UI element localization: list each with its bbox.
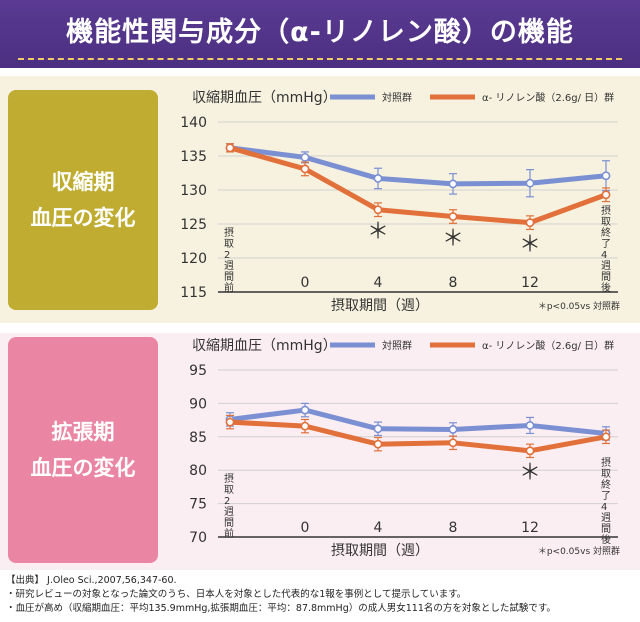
header-banner: 機能性関与成分（α-リノレン酸）の機能: [0, 0, 640, 68]
dia-data-point-treatment: [300, 421, 310, 431]
dia-xtick-label: 12: [521, 520, 539, 536]
dia-significance-note: ＊p<0.05vs 対照群: [538, 545, 620, 557]
sys-data-point-control: [448, 179, 458, 189]
dia-data-point-control: [525, 421, 535, 430]
systolic-label-line1: 収縮期: [51, 170, 115, 194]
sys-data-point-control: [601, 171, 611, 181]
sys-data-point-treatment: [225, 143, 235, 153]
sys-legend-control-label: 対照群: [382, 91, 412, 104]
page-title: 機能性関与成分（α-リノレン酸）の機能: [66, 17, 574, 48]
dia-data-point-treatment: [525, 446, 535, 456]
sys-significance-note: ＊p<0.05vs 対照群: [538, 300, 620, 312]
sys-xtick-label: 8: [449, 275, 458, 291]
sys-data-point-control: [300, 152, 310, 162]
sys-series-line-treatment: [229, 145, 607, 226]
sys-significance-asterisk: ＊: [442, 226, 464, 251]
sys-ytick-label: 135: [180, 149, 207, 165]
footer-note-1: ・研究レビューの対象となった論文のうち、日本人を対象とした代表的な1報を事例とし…: [6, 589, 467, 600]
diastolic-section: 拡張期 血圧の変化 70 75 80 85 90 95 収縮期血圧（mmHg） 対照群 α- リ…: [0, 333, 640, 570]
dia-data-point-control: [300, 405, 310, 415]
dia-start-label: 摂取 2 週間前: [224, 472, 234, 540]
dia-data-point-treatment: [448, 438, 458, 448]
diastolic-label-line1: 拡張期: [51, 420, 115, 444]
systolic-section: 収縮期 血圧の変化 115 120 125 130 135 140 収縮期血圧（mmHg）対…: [0, 76, 640, 323]
sys-end-label: 摂取終了 4 週間後: [601, 204, 611, 294]
sys-ytick-label: 120: [180, 251, 207, 267]
sys-x-axis-title: 摂取期間（週）: [331, 298, 429, 314]
sys-ytick-label: 115: [180, 285, 207, 301]
dia-ytick-label: 80: [189, 463, 207, 479]
sys-xtick-label: 4: [374, 275, 383, 291]
dia-data-point-control: [373, 424, 383, 434]
sys-ytick-label: 125: [180, 217, 207, 233]
dia-xtick-label: 0: [301, 520, 310, 536]
dia-data-point-treatment: [225, 417, 235, 427]
sys-ytick-label: 130: [180, 183, 207, 199]
dia-x-axis-title: 摂取期間（週）: [331, 543, 429, 559]
dia-data-point-treatment: [601, 432, 611, 442]
sys-series-line-control: [229, 145, 607, 187]
sys-data-point-treatment: [601, 190, 611, 200]
sys-data-point-control: [525, 178, 535, 188]
sys-significance-asterisk: ＊: [519, 232, 541, 257]
sys-xtick-label: 12: [521, 275, 539, 291]
sys-xtick-label: 0: [301, 275, 310, 291]
dia-significance-asterisk: ＊: [519, 461, 541, 486]
dia-xtick-label: 4: [374, 520, 383, 536]
footer-note-2: ・血圧が高め（収縮期血圧：平均135.9mmHg,拡張期血圧：平均：87.8mm…: [6, 603, 556, 614]
sys-data-point-treatment: [448, 212, 458, 221]
dia-y-axis-title: 収縮期血圧（mmHg）: [192, 338, 337, 354]
dia-ytick-label: 70: [189, 530, 207, 546]
dia-ytick-label: 85: [189, 430, 207, 446]
sys-data-point-treatment: [373, 205, 383, 215]
diastolic-label-line2: 血圧の変化: [30, 456, 136, 480]
sys-start-label: 摂取 2 週間前: [224, 226, 234, 294]
dia-legend-control-label: 対照群: [382, 339, 412, 352]
header-divider: [18, 58, 622, 60]
dia-legend-treatment-label: α- リノレン酸（2.6g/ 日）群: [482, 339, 614, 352]
dia-end-label: 摂取終了 4 週間後: [601, 456, 611, 546]
sys-y-axis-title: 収縮期血圧（mmHg）: [192, 90, 337, 106]
systolic-label-line2: 血圧の変化: [30, 206, 136, 230]
dia-ytick-label: 90: [189, 396, 207, 412]
sys-significance-asterisk: ＊: [367, 220, 389, 245]
footer-notes: 【出典】 J.Oleo Sci.,2007,56,347-60. ・研究レビュー…: [6, 574, 636, 616]
dia-ytick-label: 75: [189, 497, 207, 513]
diastolic-label-box: 拡張期 血圧の変化: [8, 337, 158, 563]
sys-data-point-treatment: [300, 164, 310, 174]
sys-data-point-treatment: [525, 218, 535, 228]
dia-series-line-treatment: [229, 419, 607, 454]
dia-xtick-label: 8: [449, 520, 458, 536]
dia-ytick-label: 95: [189, 363, 207, 379]
systolic-label-box: 収縮期 血圧の変化: [8, 90, 158, 310]
dia-data-point-treatment: [373, 439, 383, 449]
footer-source: 【出典】 J.Oleo Sci.,2007,56,347-60.: [6, 575, 177, 586]
dia-series-line-control: [229, 407, 607, 436]
sys-data-point-control: [373, 174, 383, 183]
dia-data-point-control: [448, 425, 458, 434]
sys-legend-treatment-label: α- リノレン酸（2.6g/ 日）群: [482, 91, 614, 104]
sys-ytick-label: 140: [180, 115, 207, 131]
